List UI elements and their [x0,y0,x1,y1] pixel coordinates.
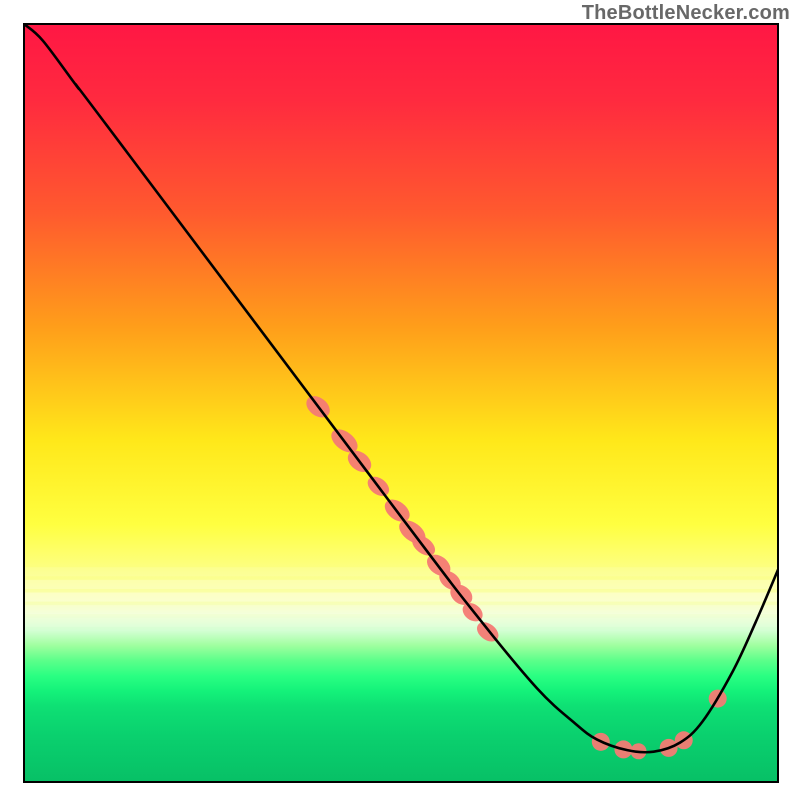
glow-bars [24,555,778,640]
chart-container: TheBottleNecker.com [0,0,800,800]
attribution-text: TheBottleNecker.com [582,2,790,25]
gradient-background [24,24,778,782]
chart-svg [0,0,800,800]
